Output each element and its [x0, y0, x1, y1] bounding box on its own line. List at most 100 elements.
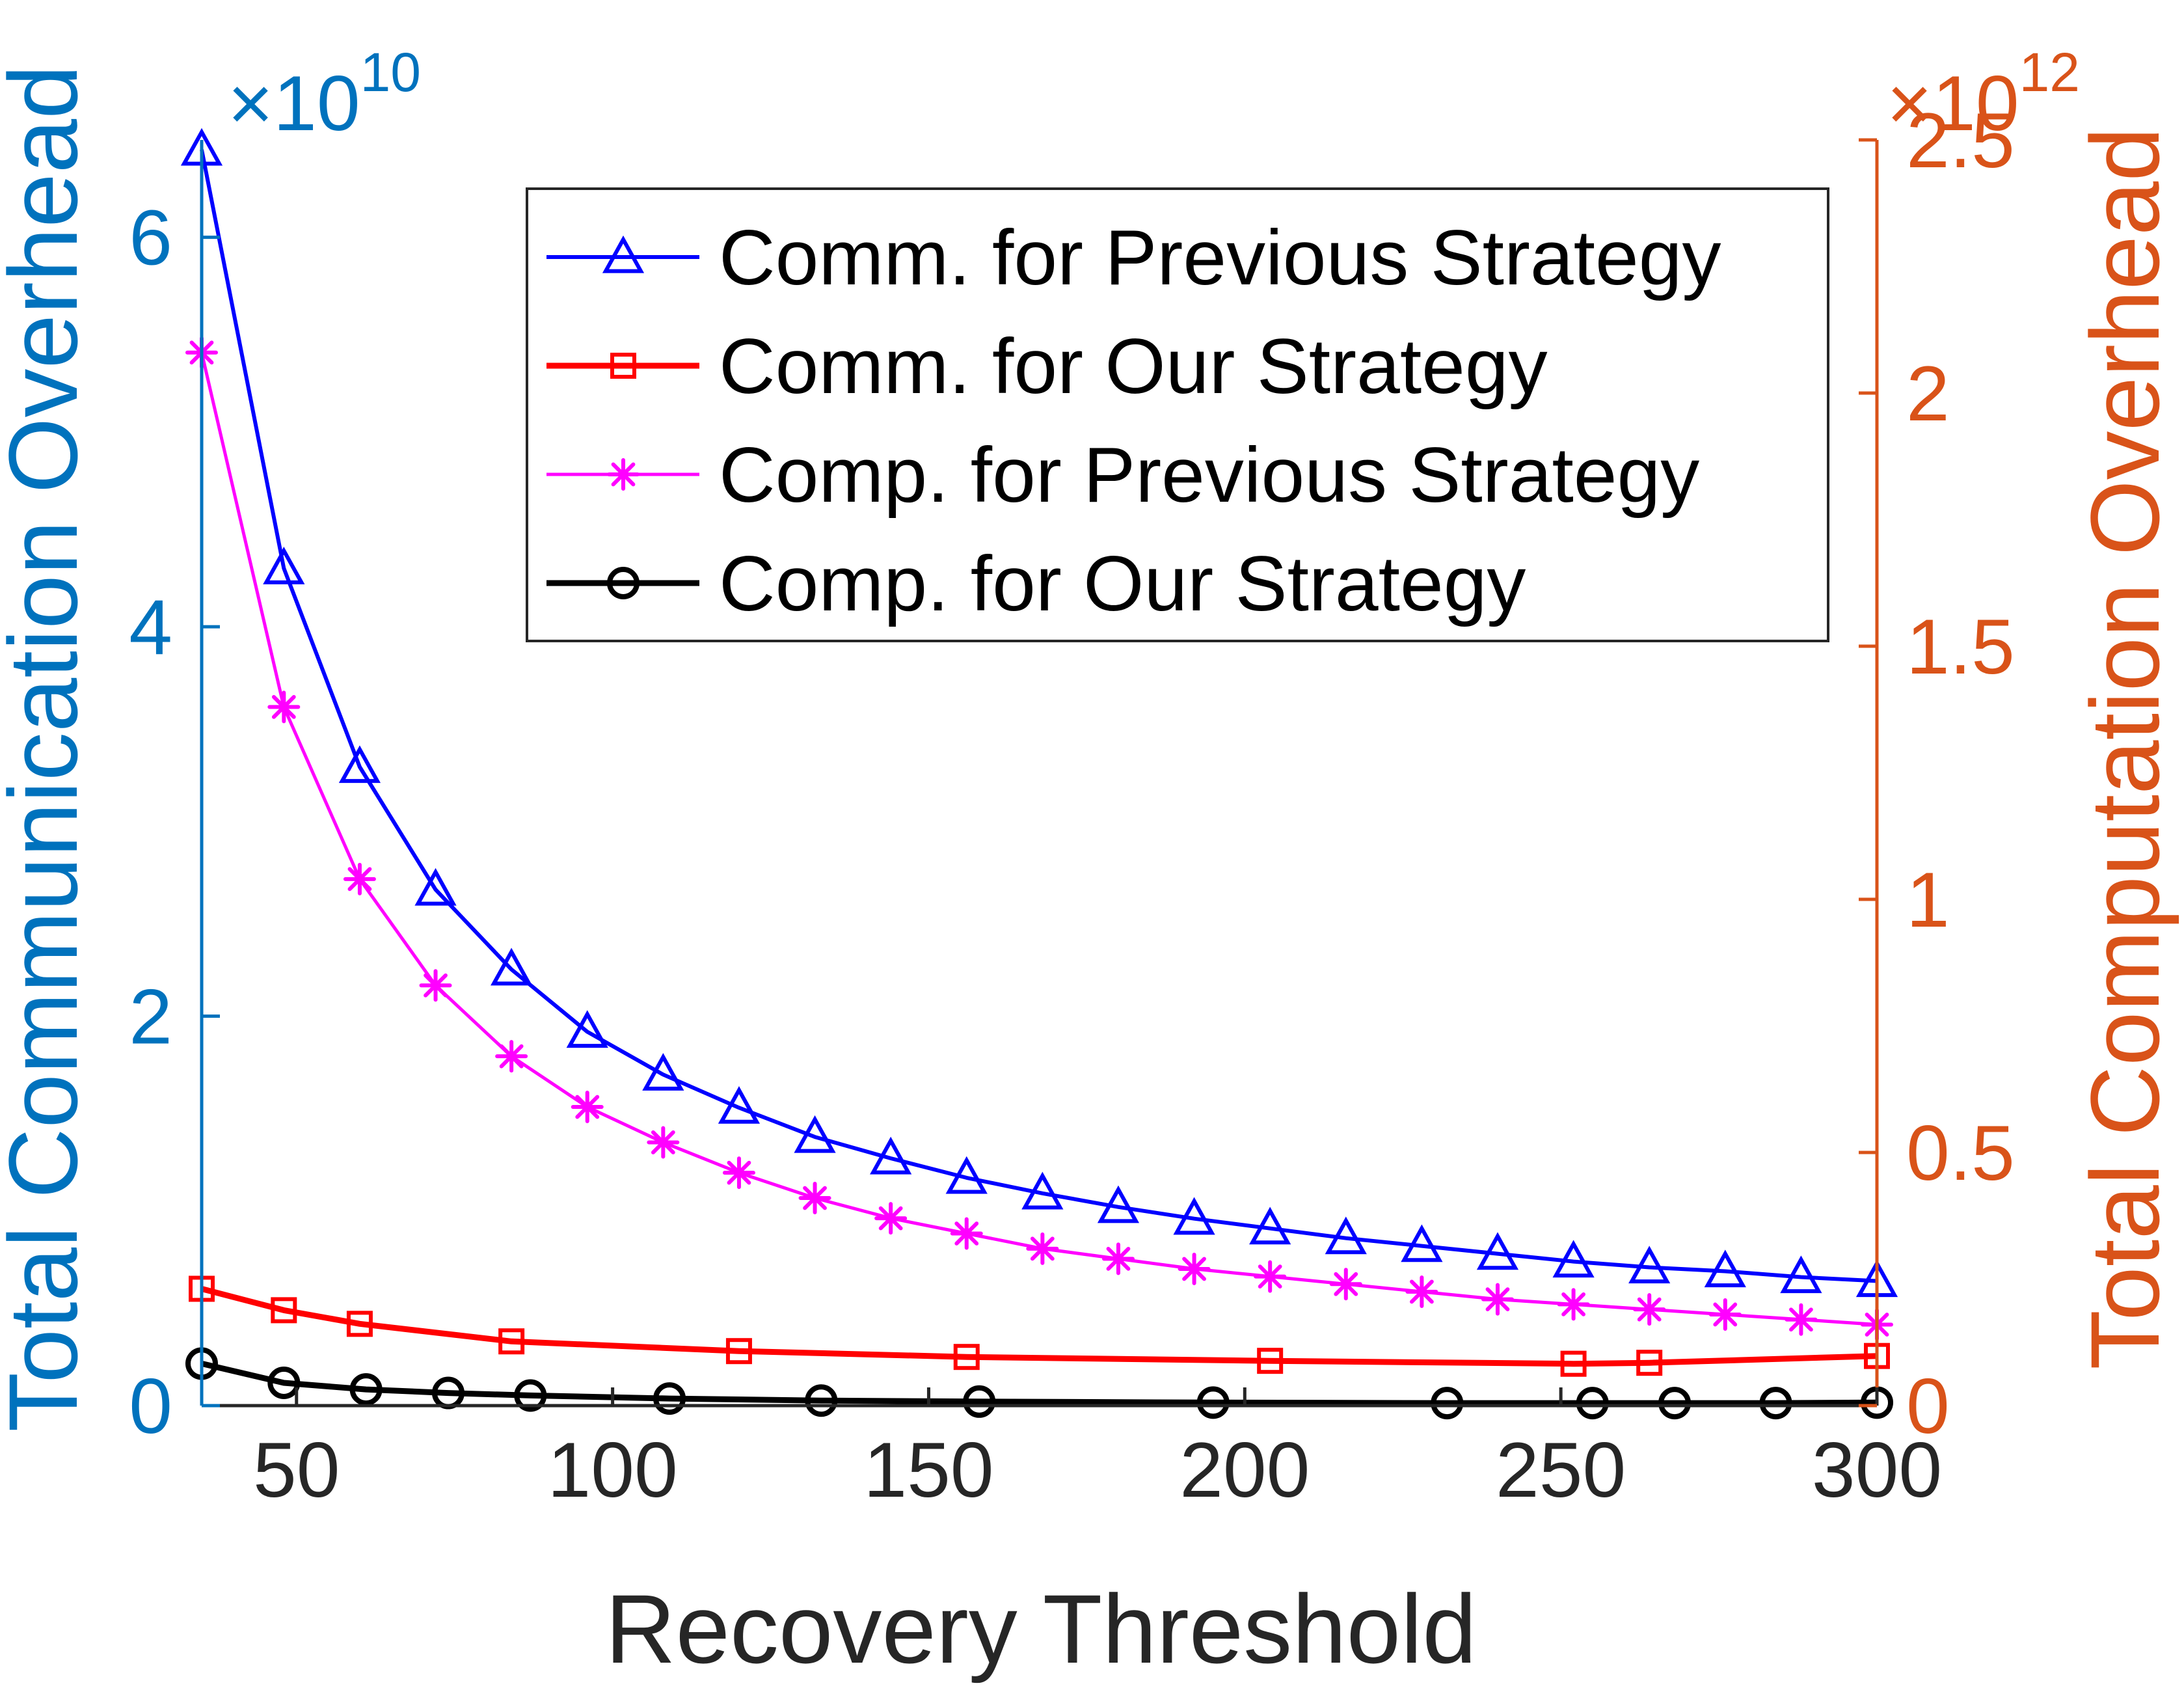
x-tick-label: 100 — [547, 1426, 677, 1514]
data-point — [263, 547, 305, 584]
data-point — [1759, 1387, 1792, 1420]
data-point — [571, 1090, 604, 1123]
legend-item: Comp. for Our Strategy — [546, 540, 1526, 627]
data-point — [722, 1156, 755, 1190]
data-point — [1476, 1232, 1519, 1270]
legend-marker — [602, 235, 645, 273]
y-right-tick-label: 1.5 — [1906, 603, 2015, 690]
data-point — [566, 1010, 608, 1048]
data-point — [491, 947, 533, 986]
data-point — [945, 1156, 988, 1194]
data-point — [1257, 1348, 1284, 1374]
data-point — [1196, 1386, 1230, 1419]
data-point — [1405, 1275, 1438, 1308]
data-point — [805, 1384, 838, 1417]
data-point — [1178, 1252, 1211, 1285]
data-point — [1325, 1216, 1367, 1255]
y-axis-label-right: Total Computation Overhead — [2070, 127, 2179, 1369]
data-point — [498, 1328, 525, 1355]
y-axis-label-left: Total Communication Overhead — [0, 64, 98, 1432]
data-point — [338, 745, 381, 784]
data-point — [725, 1338, 752, 1365]
data-point — [1658, 1387, 1692, 1420]
legend-item: Comm. for Previous Strategy — [546, 214, 1721, 301]
data-point — [647, 1126, 680, 1159]
right-axis-multiplier: ×1012 — [1887, 42, 2080, 147]
series-line — [200, 1286, 1878, 1367]
data-point — [1249, 1206, 1291, 1245]
y-left-tick-label: 4 — [129, 584, 172, 671]
series-2 — [189, 1275, 1890, 1377]
legend-label: Comp. for Previous Strategy — [719, 431, 1699, 519]
data-point — [1431, 1387, 1464, 1420]
data-point — [1633, 1293, 1666, 1326]
x-tick-label: 50 — [253, 1426, 340, 1514]
data-point — [1708, 1298, 1742, 1331]
data-point — [1704, 1249, 1746, 1288]
data-point — [1101, 1242, 1135, 1275]
series-line — [200, 1361, 1878, 1406]
x-tick-label: 250 — [1496, 1426, 1626, 1514]
data-point — [1557, 1288, 1590, 1321]
data-point — [870, 1136, 912, 1175]
data-point — [1560, 1350, 1587, 1377]
legend-item: Comp. for Previous Strategy — [546, 431, 1699, 519]
legend-label: Comm. for Previous Strategy — [719, 214, 1721, 301]
left-axis-multiplier: ×1010 — [228, 42, 421, 147]
data-point — [718, 1085, 761, 1124]
series-line — [200, 149, 1878, 1283]
x-tick-label: 200 — [1180, 1426, 1310, 1514]
data-point — [349, 1373, 383, 1406]
data-point — [1173, 1197, 1215, 1235]
legend: Comm. for Previous Strategy Comm. for Our… — [526, 187, 1829, 642]
data-point — [346, 1311, 373, 1337]
y-right-tick-label: 2.5 — [1906, 97, 2015, 184]
y-right-tick-label: 2 — [1906, 350, 1950, 437]
data-point — [1780, 1255, 1822, 1294]
y-right-tick-label: 1 — [1906, 856, 1950, 944]
series-4 — [185, 1347, 1893, 1420]
data-point — [495, 1040, 528, 1073]
data-point — [343, 862, 376, 895]
y-left-tick-label: 6 — [129, 195, 172, 282]
data-point — [514, 1379, 547, 1412]
legend-box — [526, 187, 1829, 642]
y-right-tick-label: 0.5 — [1906, 1110, 2015, 1197]
data-point — [1026, 1232, 1059, 1265]
legend-marker — [607, 567, 640, 599]
data-point — [874, 1202, 908, 1235]
data-point — [1097, 1185, 1140, 1223]
data-point — [271, 1297, 297, 1324]
legend-label: Comp. for Our Strategy — [719, 540, 1526, 627]
data-point — [419, 969, 452, 1002]
data-point — [953, 1344, 980, 1370]
x-axis-label: Recovery Threshold — [605, 1574, 1477, 1683]
legend-marker — [610, 353, 636, 379]
data-point — [1021, 1171, 1064, 1210]
x-tick-label: 300 — [1812, 1426, 1942, 1514]
data-point — [1785, 1303, 1818, 1336]
y-left-tick-label: 2 — [129, 974, 172, 1061]
plot-area — [180, 128, 1898, 1420]
data-point — [653, 1382, 686, 1415]
data-point — [1576, 1387, 1609, 1420]
data-point — [1329, 1268, 1362, 1301]
data-point — [414, 867, 457, 906]
legend-label: Comm. for Our Strategy — [719, 323, 1548, 410]
right-axis-exponent: 12 — [2019, 42, 2080, 103]
data-point — [1628, 1246, 1671, 1284]
legend-item: Comm. for Our Strategy — [546, 323, 1548, 410]
data-point — [1481, 1283, 1514, 1316]
data-point — [798, 1182, 831, 1215]
series-1 — [180, 128, 1898, 1298]
left-axis-exponent: 10 — [360, 42, 421, 103]
x-tick-label: 150 — [863, 1426, 993, 1514]
data-point — [794, 1115, 836, 1153]
data-point — [1636, 1350, 1663, 1376]
data-point — [642, 1053, 684, 1091]
series-3 — [185, 336, 1893, 1341]
data-point — [950, 1217, 983, 1250]
y-right-tick-label: 0 — [1906, 1363, 1950, 1450]
data-point — [963, 1385, 996, 1418]
